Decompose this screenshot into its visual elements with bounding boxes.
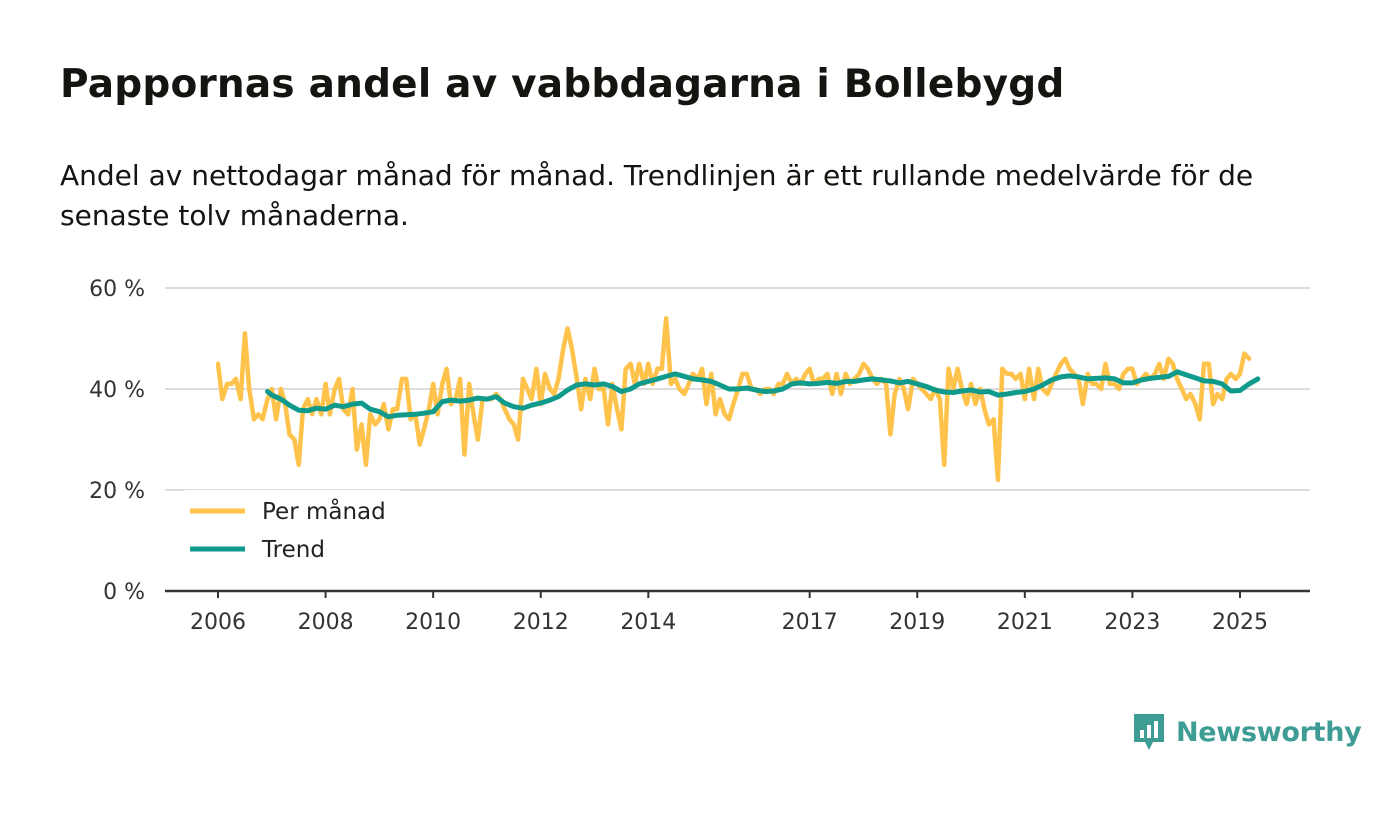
x-tick-label: 2014: [620, 610, 676, 635]
x-tick-label: 2025: [1212, 610, 1268, 635]
legend: Per månad Trend: [185, 490, 400, 570]
y-tick-label: 60 %: [89, 277, 145, 302]
x-tick-label: 2019: [889, 610, 945, 635]
y-tick-label: 40 %: [89, 378, 145, 403]
series-line-trend: [265, 369, 1261, 420]
x-tick-label: 2006: [190, 610, 246, 635]
x-tick-label: 2021: [997, 610, 1053, 635]
newsworthy-brand[interactable]: Newsworthy: [1132, 712, 1362, 752]
x-tick-label: 2017: [782, 610, 838, 635]
legend-label-monthly: Per månad: [262, 497, 386, 525]
y-tick-label: 20 %: [89, 479, 145, 504]
legend-background: [185, 490, 400, 570]
chart-title: Pappornas andel av vabbdagarna i Bolleby…: [60, 62, 1065, 107]
series-line-monthly: [215, 316, 1252, 483]
axes: 0 % 20 % 40 % 60 % 2006 2008 2010 2012 2014 2017 2…: [89, 277, 1310, 635]
y-tick-label: 0 %: [103, 580, 145, 605]
x-tick-label: 2023: [1104, 610, 1160, 635]
x-tick-label: 2008: [298, 610, 354, 635]
series-lines: [215, 316, 1261, 483]
legend-label-trend: Trend: [261, 537, 325, 563]
x-tick-label: 2010: [405, 610, 461, 635]
newsworthy-logo-icon: [1134, 714, 1164, 750]
chart-subtitle: Andel av nettodagar månad för månad. Tre…: [60, 159, 1254, 232]
brand-name: Newsworthy: [1176, 716, 1362, 748]
x-tick-label: 2012: [513, 610, 569, 635]
